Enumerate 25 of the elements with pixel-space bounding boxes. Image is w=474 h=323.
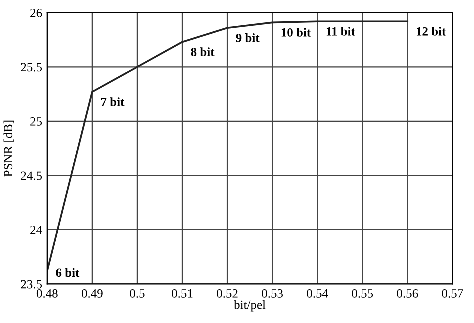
annotation: 7 bit <box>101 98 125 106</box>
x-tick-label: 0.48 <box>36 289 58 298</box>
annotation: 12 bit <box>416 27 446 36</box>
annotation: 6 bit <box>56 268 80 278</box>
y-tick-label: 24.5 <box>21 172 42 180</box>
x-tick-label: 0.5 <box>130 289 145 298</box>
annotation: 11 bit <box>326 27 356 36</box>
annotation: 8 bit <box>191 48 215 56</box>
y-tick-label: 24 <box>30 226 42 234</box>
y-tick-label: 25.5 <box>21 63 42 72</box>
x-tick-label: 0.57 <box>442 289 464 298</box>
x-tick-label: 0.55 <box>352 289 374 298</box>
x-tick-label: 0.52 <box>217 289 238 298</box>
annotation: 9 bit <box>236 34 260 42</box>
y-axis-title: PSNR [dB] <box>4 120 14 177</box>
x-tick-label: 0.53 <box>262 289 283 298</box>
y-tick-label: 25 <box>30 118 42 126</box>
annotation: 10 bit <box>282 28 312 37</box>
x-tick-label: 0.54 <box>307 289 328 298</box>
x-axis-title: bit/pel <box>234 300 266 312</box>
x-tick-label: 0.56 <box>397 289 418 298</box>
x-tick-label: 0.51 <box>172 289 193 298</box>
x-tick-label: 0.49 <box>82 289 103 298</box>
y-tick-label: 26 <box>30 8 42 18</box>
y-tick-label: 23.5 <box>21 280 42 289</box>
